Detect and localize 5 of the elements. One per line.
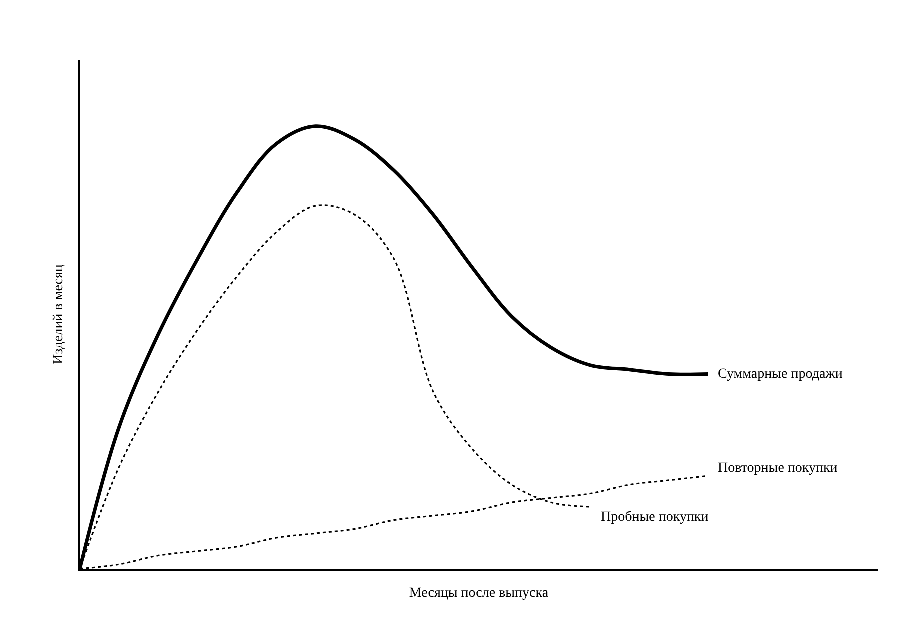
y-axis-title: Изделий в месяц [51,264,66,364]
series-label: Повторные покупки [718,461,838,476]
series-label: Пробные покупки [601,510,710,525]
x-axis-title: Месяцы после выпуска [409,586,550,601]
series-label: Суммарные продажи [718,367,844,382]
